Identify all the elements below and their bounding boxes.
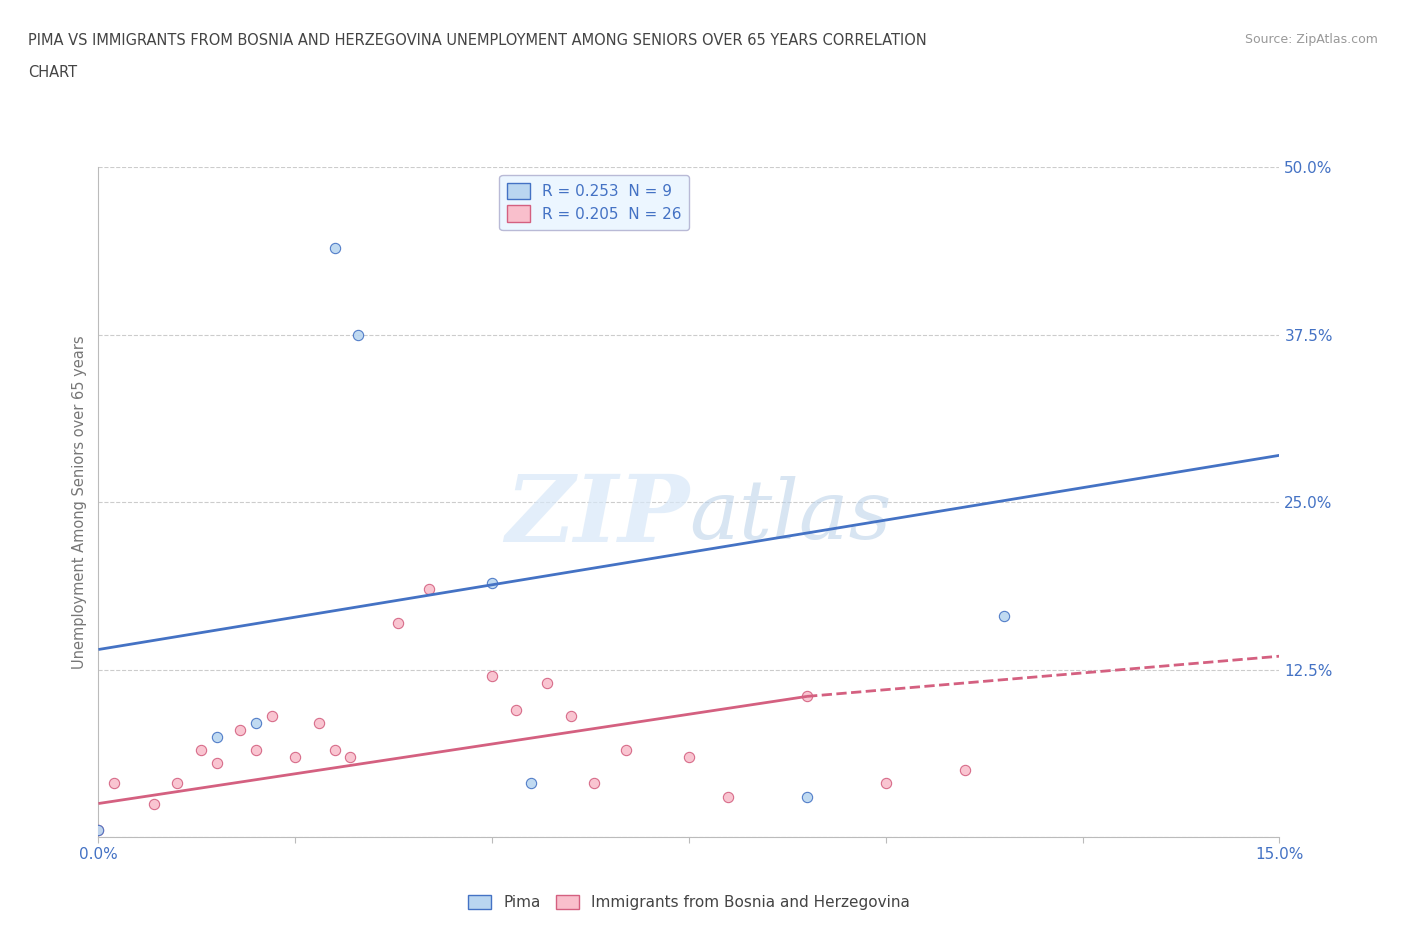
Point [953,763,976,777]
Text: PIMA VS IMMIGRANTS FROM BOSNIA AND HERZEGOVINA UNEMPLOYMENT AMONG SENIORS OVER 6: PIMA VS IMMIGRANTS FROM BOSNIA AND HERZE… [28,33,927,47]
Point [796,689,818,704]
Point [323,742,346,757]
Point [205,756,228,771]
Point [387,616,409,631]
Point [229,723,252,737]
Point [190,742,212,757]
Point [308,716,330,731]
Point [245,716,267,731]
Point [339,750,361,764]
Point [284,750,307,764]
Point [245,742,267,757]
Point [717,790,740,804]
Text: Source: ZipAtlas.com: Source: ZipAtlas.com [1244,33,1378,46]
Text: ZIP: ZIP [505,471,689,561]
Y-axis label: Unemployment Among Seniors over 65 years: Unemployment Among Seniors over 65 years [72,336,87,669]
Point [87,823,110,838]
Point [142,796,165,811]
Point [418,582,440,597]
Point [505,702,527,717]
Point [875,776,897,790]
Point [103,776,125,790]
Point [87,823,110,838]
Point [166,776,188,790]
Point [347,327,370,342]
Point [260,709,283,724]
Point [993,608,1015,623]
Point [583,776,606,790]
Point [205,729,228,744]
Point [796,790,818,804]
Point [520,776,543,790]
Point [614,742,637,757]
Text: atlas: atlas [689,475,891,555]
Point [323,240,346,255]
Point [678,750,700,764]
Legend: Pima, Immigrants from Bosnia and Herzegovina: Pima, Immigrants from Bosnia and Herzego… [463,889,915,916]
Text: CHART: CHART [28,65,77,80]
Point [560,709,582,724]
Point [481,575,503,590]
Point [481,669,503,684]
Point [536,675,558,690]
